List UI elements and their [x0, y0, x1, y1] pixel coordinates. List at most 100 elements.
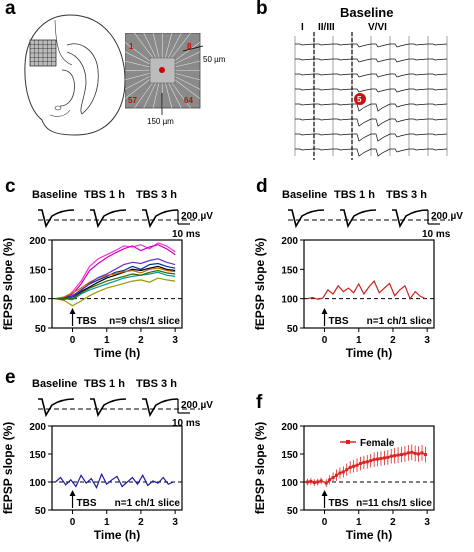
data-point	[335, 473, 338, 477]
x-axis-label: Time (h)	[346, 346, 392, 360]
data-point	[345, 468, 349, 472]
panel-label-e: e	[5, 367, 16, 388]
series-line-5	[55, 271, 176, 301]
series-line-1	[307, 451, 426, 484]
scale-bar-voltage: 200 µV	[181, 211, 213, 222]
baseline-trace-row	[295, 58, 448, 63]
evoked-response-trace	[392, 209, 429, 229]
panel-label-c: c	[5, 176, 16, 197]
plot-frame	[303, 239, 435, 329]
data-point	[420, 451, 424, 455]
plot-frame	[51, 239, 183, 329]
x-axis-label: Time (h)	[94, 346, 140, 360]
electrode-label-1: 1	[129, 42, 134, 51]
data-point	[328, 478, 332, 482]
trace-header-label: TBS 1 h	[84, 189, 125, 201]
baseline-title: Baseline	[340, 5, 394, 20]
trace-header-label: TBS 3 h	[136, 189, 177, 201]
n-annotation: n=9 chs/1 slice	[109, 316, 180, 327]
y-tick-label: 200	[281, 236, 298, 247]
data-point	[403, 452, 407, 456]
legend-label: Female	[360, 438, 395, 449]
evoked-response-trace	[142, 209, 179, 229]
evoked-response-trace	[142, 398, 179, 418]
panel-label-a: a	[5, 0, 16, 19]
panel-label-d: d	[256, 176, 268, 197]
x-tick-label: 2	[390, 517, 396, 528]
scale-label-150um: 150 µm	[147, 117, 174, 126]
data-point	[393, 454, 397, 458]
y-tick-label: 50	[287, 506, 299, 517]
data-point	[386, 455, 390, 459]
electrode-label-57: 57	[128, 96, 137, 105]
data-point	[389, 454, 393, 458]
data-point	[417, 452, 421, 456]
data-point	[305, 480, 309, 484]
x-tick-label: 0	[322, 517, 328, 528]
tbs-arrowhead	[69, 308, 76, 314]
y-tick-label: 150	[281, 265, 298, 276]
y-tick-label: 150	[29, 265, 46, 276]
y-tick-label: 100	[281, 295, 298, 306]
series-line-3	[55, 265, 176, 300]
data-point	[406, 451, 410, 455]
x-tick-label: 2	[138, 335, 144, 346]
tbs-label: TBS	[77, 498, 97, 509]
mea-traces-grid: I II/III V/VI 5	[294, 22, 448, 160]
baseline-trace-row	[295, 43, 448, 48]
x-tick-label: 1	[104, 335, 110, 346]
data-point	[379, 456, 383, 460]
electrode-label-64: 64	[184, 96, 193, 105]
chart-c: 50 100 150 200 0 1 2 3 fEPSP slope (%) Time (h) TB…	[1, 236, 183, 360]
data-point	[365, 460, 369, 464]
data-point	[352, 464, 356, 468]
x-axis-label: Time (h)	[346, 528, 392, 542]
plot-frame	[51, 425, 183, 511]
trace-header-label: TBS 3 h	[386, 189, 427, 201]
data-point	[413, 451, 417, 455]
n-annotation: n=1 ch/1 slice	[115, 498, 181, 509]
evoked-response-trace	[90, 209, 127, 229]
baseline-trace-row	[295, 73, 448, 78]
chart-e: 50 100 150 200 0 1 2 3 fEPSP slope (%) Time (h) TB…	[1, 422, 183, 542]
x-tick-label: 0	[70, 335, 76, 346]
data-point	[362, 460, 366, 464]
panel-label-b: b	[256, 0, 268, 19]
scale-bar-time: 10 ms	[172, 418, 201, 429]
tbs-arrowhead	[321, 490, 328, 496]
trace-header-block: Baseline TBS 1 h TBS 3 h 200 µV 10 ms	[282, 189, 463, 240]
series-line-1	[307, 280, 426, 300]
data-point	[348, 465, 352, 469]
series-line-1	[55, 472, 174, 489]
layer-label-V-VI: V/VI	[368, 22, 387, 33]
x-tick-label: 1	[356, 517, 362, 528]
n-annotation: n=11 chs/1 slice	[356, 498, 432, 509]
trace-header-label: Baseline	[282, 189, 327, 201]
y-tick-label: 50	[35, 506, 47, 517]
data-point	[331, 476, 335, 480]
trace-header-label: Baseline	[32, 378, 77, 390]
layer-label-I: I	[301, 22, 304, 33]
data-point	[382, 456, 386, 460]
baseline-trace-row	[295, 118, 448, 127]
chart-d: 50 100 150 200 0 1 2 3 fEPSP slope (%) Time (h) TB…	[253, 236, 435, 360]
trace-header-block: Baseline TBS 1 h TBS 3 h 200 µV 10 ms	[32, 189, 213, 240]
data-point	[376, 457, 380, 461]
x-tick-label: 3	[172, 517, 178, 528]
x-axis-label: Time (h)	[94, 528, 140, 542]
chart-f: 50 100 150 200 0 1 2 3 fEPSP slope (%) Time (h) TB…	[253, 422, 435, 542]
evoked-response-trace	[38, 398, 75, 418]
y-axis-label: fEPSP slope (%)	[253, 422, 267, 514]
selected-electrode-dot	[159, 67, 165, 73]
electrode-marker-label: 5	[357, 95, 362, 104]
data-point	[309, 479, 313, 483]
tbs-arrowhead	[69, 490, 76, 496]
y-tick-label: 100	[281, 478, 298, 489]
scale-bar-time: 10 ms	[172, 229, 201, 240]
x-tick-label: 2	[138, 517, 144, 528]
evoked-response-trace	[288, 209, 325, 229]
series-line-9	[55, 269, 176, 300]
y-tick-label: 50	[287, 324, 299, 335]
data-point	[372, 458, 376, 462]
evoked-response-trace	[38, 209, 75, 229]
